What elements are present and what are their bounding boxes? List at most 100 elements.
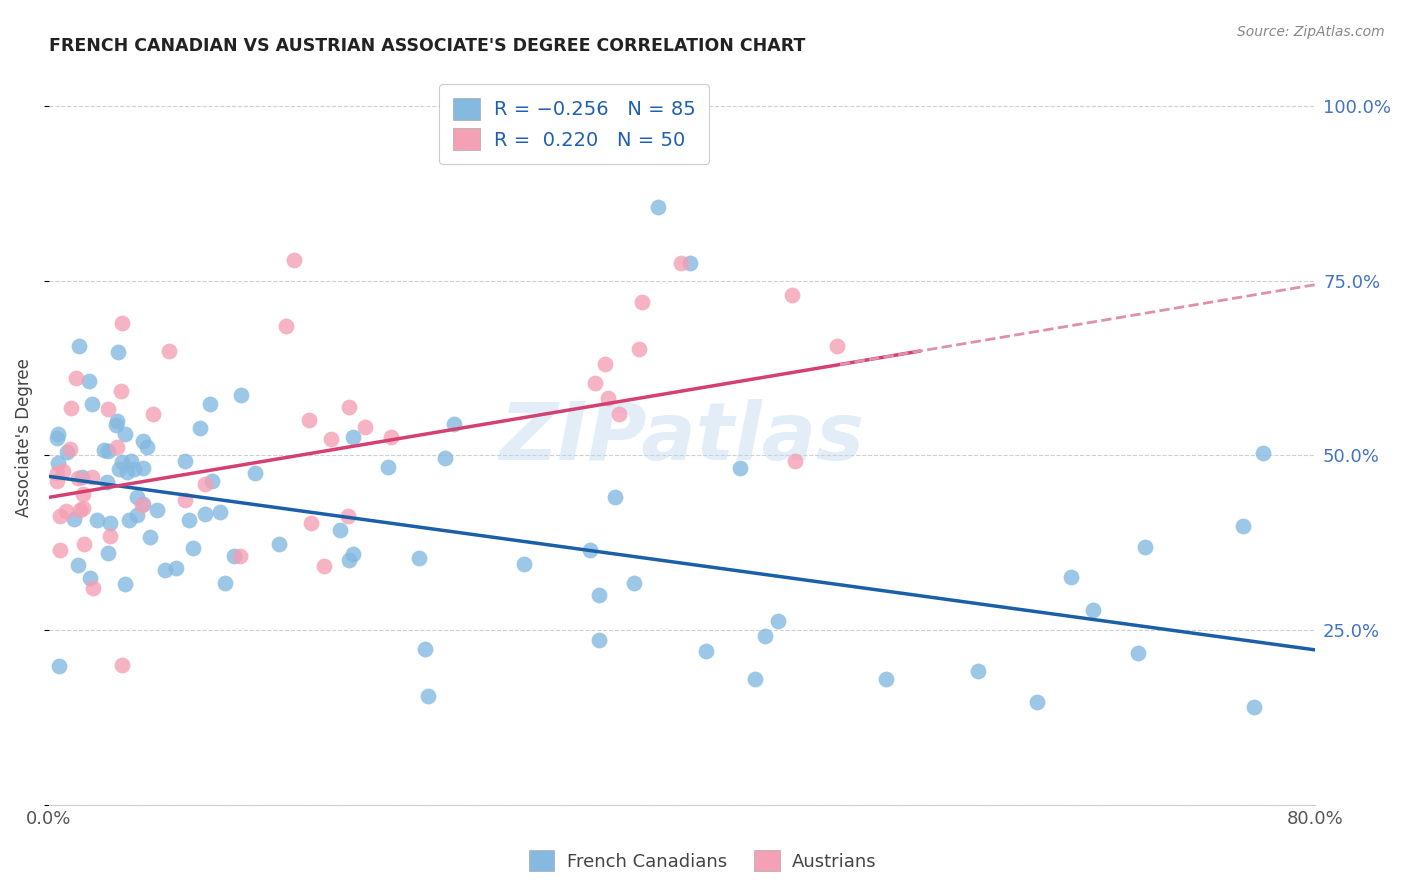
Point — [114, 426, 136, 441]
Point — [1253, 446, 1275, 460]
Point — [628, 343, 651, 357]
Point — [72, 536, 94, 550]
Point — [321, 432, 343, 446]
Point — [46, 457, 69, 471]
Point — [111, 455, 134, 469]
Point — [380, 430, 402, 444]
Point — [766, 614, 789, 628]
Point — [157, 344, 180, 359]
Point — [377, 460, 399, 475]
Legend: French Canadians, Austrians: French Canadians, Austrians — [522, 843, 884, 879]
Point — [744, 672, 766, 686]
Point — [1135, 541, 1157, 555]
Point — [825, 339, 848, 353]
Point — [97, 443, 120, 458]
Point — [105, 440, 128, 454]
Point — [135, 441, 157, 455]
Point — [728, 461, 751, 475]
Point — [105, 414, 128, 428]
Point — [49, 508, 72, 523]
Point — [132, 461, 155, 475]
Point — [579, 543, 602, 558]
Point — [105, 418, 128, 433]
Point — [457, 144, 479, 158]
Point — [97, 401, 120, 416]
Point — [224, 549, 246, 564]
Point — [413, 641, 436, 656]
Point — [107, 345, 129, 359]
Point — [513, 557, 536, 571]
Point — [354, 420, 377, 434]
Point — [298, 413, 321, 427]
Text: Source: ZipAtlas.com: Source: ZipAtlas.com — [1237, 25, 1385, 39]
Point — [418, 689, 440, 703]
Point — [505, 147, 527, 161]
Point — [623, 576, 645, 591]
Point — [588, 588, 610, 602]
Point — [228, 549, 250, 564]
Point — [1232, 519, 1254, 533]
Point — [56, 445, 79, 459]
Point — [45, 431, 67, 445]
Point — [198, 396, 221, 410]
Point — [80, 397, 103, 411]
Point — [583, 376, 606, 390]
Point — [114, 577, 136, 591]
Text: ZIPatlas: ZIPatlas — [499, 399, 865, 477]
Point — [1128, 646, 1150, 660]
Legend: R = −0.256   N = 85, R =  0.220   N = 50: R = −0.256 N = 85, R = 0.220 N = 50 — [439, 84, 709, 164]
Point — [45, 467, 67, 481]
Point — [60, 401, 83, 415]
Point — [299, 516, 322, 531]
Point — [214, 575, 236, 590]
Point — [49, 543, 72, 558]
Point — [208, 505, 231, 519]
Point — [607, 407, 630, 421]
Point — [754, 629, 776, 643]
Point — [875, 672, 897, 686]
Point — [142, 407, 165, 421]
Point — [125, 490, 148, 504]
Point — [165, 561, 187, 575]
Point — [337, 400, 360, 414]
Point — [59, 442, 82, 456]
Point — [780, 288, 803, 302]
Point — [173, 454, 195, 468]
Point — [596, 391, 619, 405]
Point — [70, 469, 93, 483]
Point — [145, 502, 167, 516]
Point — [593, 357, 616, 371]
Point — [98, 516, 121, 530]
Point — [131, 497, 153, 511]
Point — [55, 504, 77, 518]
Point — [181, 541, 204, 555]
Point — [588, 633, 610, 648]
Point — [125, 508, 148, 522]
Point — [131, 498, 153, 512]
Point — [1060, 570, 1083, 584]
Point — [67, 471, 90, 485]
Point — [111, 658, 134, 673]
Point — [342, 430, 364, 444]
Point — [269, 537, 291, 551]
Point — [229, 388, 252, 402]
Point — [1243, 700, 1265, 714]
Point — [243, 466, 266, 480]
Point — [118, 513, 141, 527]
Point — [342, 547, 364, 561]
Point — [274, 319, 297, 334]
Point — [86, 513, 108, 527]
Point — [194, 476, 217, 491]
Point — [408, 550, 430, 565]
Point — [77, 375, 100, 389]
Point — [63, 512, 86, 526]
Point — [72, 487, 94, 501]
Point — [314, 559, 336, 574]
Point — [108, 462, 131, 476]
Point — [329, 523, 352, 537]
Point — [647, 200, 669, 214]
Point — [98, 529, 121, 543]
Point — [631, 294, 654, 309]
Point — [45, 474, 67, 488]
Point — [69, 503, 91, 517]
